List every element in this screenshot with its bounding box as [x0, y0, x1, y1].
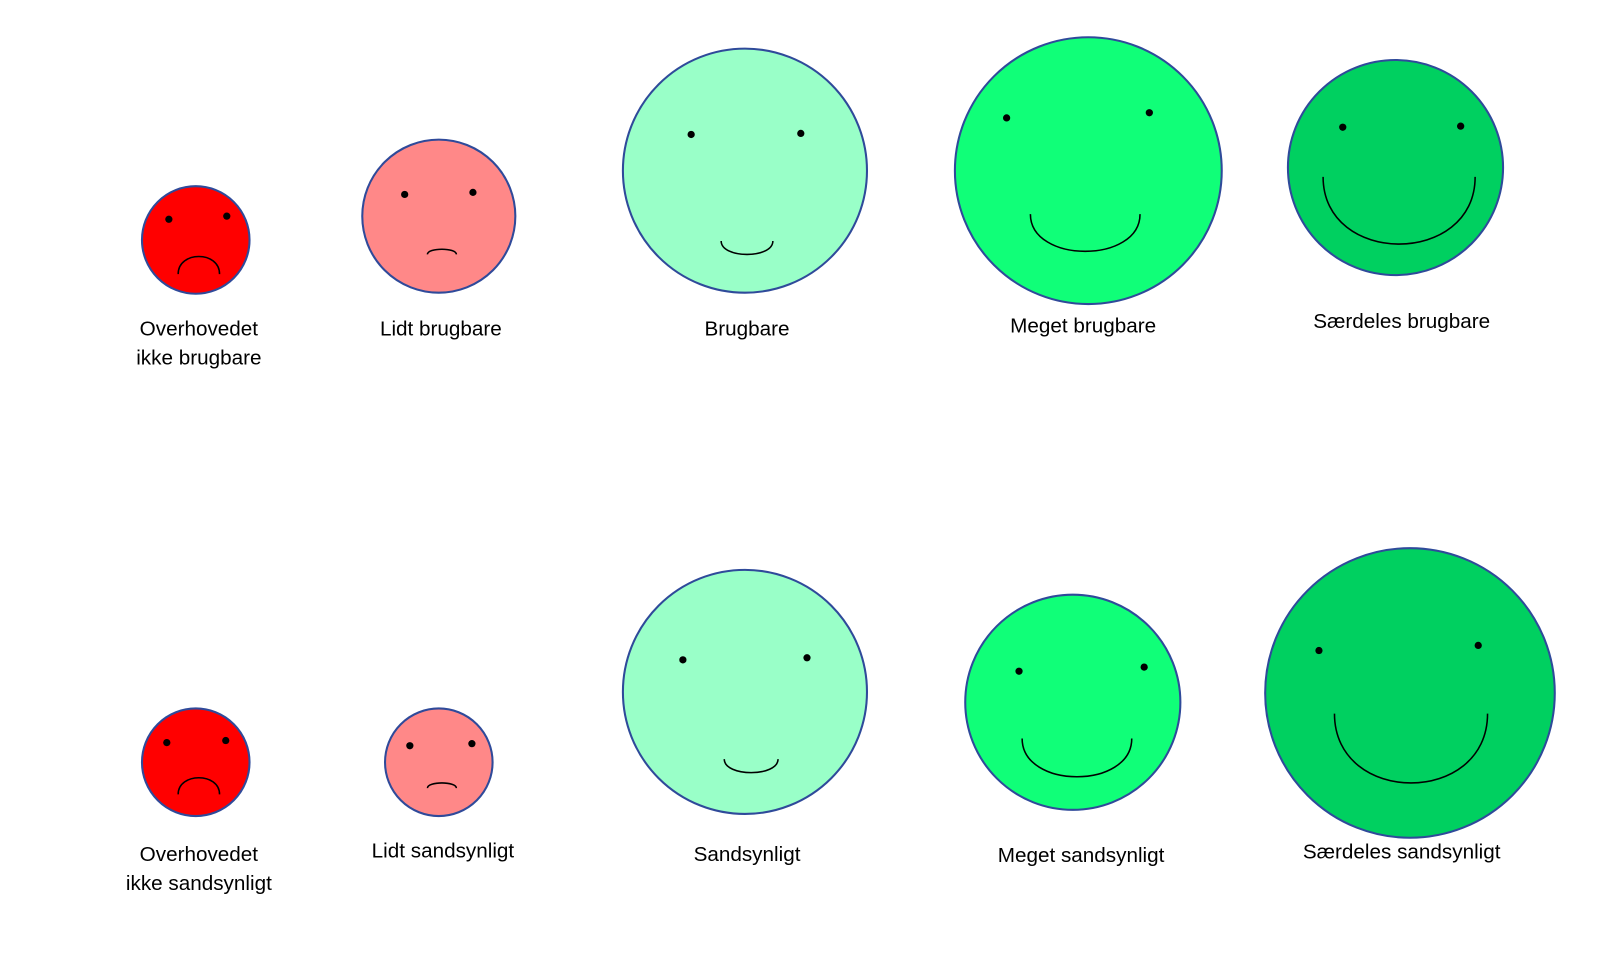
face: [953, 36, 1223, 306]
eye: [1474, 641, 1482, 649]
mouth: [723, 758, 779, 774]
mouth: [1322, 176, 1476, 245]
face-label: Sandsynligt: [694, 843, 801, 866]
mouth: [1021, 738, 1133, 778]
eye: [687, 130, 695, 139]
eye: [222, 736, 230, 745]
eye: [1457, 122, 1465, 130]
face: [621, 47, 869, 294]
mouth: [177, 255, 221, 275]
face: [361, 138, 517, 294]
face: [140, 707, 251, 818]
face: [1286, 58, 1505, 277]
eye: [1015, 667, 1023, 675]
face-label: Brugbare: [704, 317, 789, 340]
eye: [468, 740, 476, 748]
eye: [165, 215, 173, 223]
eye: [163, 738, 171, 747]
face-label: Lidt sandsynligt: [372, 840, 515, 863]
eye: [1002, 114, 1011, 122]
face: [140, 185, 251, 295]
face: [964, 593, 1182, 811]
eye: [223, 212, 231, 220]
mouth: [1029, 214, 1141, 252]
mouth: [1333, 713, 1489, 784]
mouth: [426, 782, 458, 789]
face-label: Lidt brugbare: [380, 317, 502, 340]
face-label: Overhovedet: [140, 317, 259, 340]
eye: [1339, 123, 1347, 131]
eye: [406, 742, 414, 750]
eye: [1145, 109, 1153, 117]
eye: [1140, 663, 1148, 671]
mouth: [720, 240, 774, 256]
face-label: Overhovedet: [140, 843, 259, 866]
face-label: Særdeles sandsynligt: [1303, 841, 1501, 864]
mouth: [177, 776, 221, 795]
face-label: Særdeles brugbare: [1313, 310, 1490, 333]
eye: [797, 129, 805, 138]
face-label: Meget brugbare: [1010, 314, 1156, 337]
eye: [679, 656, 687, 664]
face-label: Meget sandsynligt: [998, 844, 1165, 867]
eye: [803, 654, 811, 662]
eye: [401, 190, 409, 199]
eye: [1315, 646, 1323, 655]
face: [1264, 547, 1556, 839]
face-label: ikke brugbare: [136, 346, 261, 369]
face-label: ikke sandsynligt: [126, 872, 272, 895]
eye: [469, 188, 477, 196]
mouth: [426, 248, 458, 255]
face: [383, 707, 494, 818]
face: [621, 568, 869, 815]
